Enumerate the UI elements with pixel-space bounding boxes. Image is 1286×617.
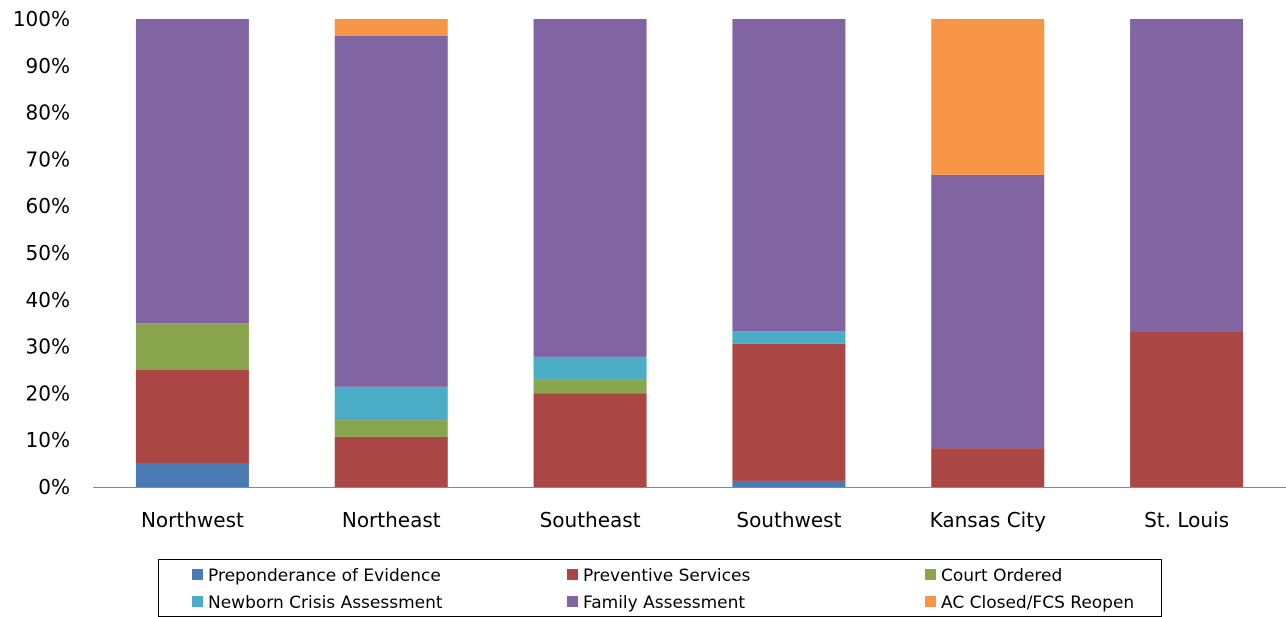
bar-segment [135,19,249,324]
y-tick-label: 30% [26,335,70,359]
x-category-label: Northeast [342,508,441,532]
legend-swatch [567,569,578,580]
bar-segment [732,19,846,332]
bar-segment [931,174,1045,449]
y-tick-label: 10% [26,428,70,452]
legend-swatch [925,596,936,607]
bar-segment [533,356,647,380]
bar-segment [135,463,249,487]
bar-segment [732,331,846,344]
bar-segment [334,19,448,36]
x-category-label: Kansas City [930,508,1047,532]
bar-segment [135,323,249,370]
bar-segment [334,35,448,387]
bar-segment [732,480,846,487]
bar-segment [334,420,448,437]
bar-segment [732,343,846,481]
x-category-label: Southwest [736,508,841,532]
legend-label: AC Closed/FCS Reopen [941,593,1134,613]
bar-segment [533,393,647,487]
legend-swatch [925,569,936,580]
y-tick-label: 100% [13,7,70,31]
bar-segment [1130,331,1244,487]
x-category-label: St. Louis [1144,508,1229,532]
bar-segment [135,370,249,464]
y-tick-label: 50% [26,241,70,265]
bar-segment [334,436,448,487]
bars [135,19,1244,487]
y-tick-label: 90% [26,54,70,78]
y-tick-label: 0% [38,475,70,499]
legend-label: Family Assessment [583,593,745,613]
y-tick-label: 20% [26,381,70,405]
bar-segment [334,386,448,421]
legend-label: Newborn Crisis Assessment [208,593,443,613]
bar-segment [931,448,1045,487]
legend: Preponderance of Evidence Preventive Serv… [158,559,1162,617]
legend-label: Court Ordered [941,566,1062,586]
bar-segment [1130,19,1244,332]
y-tick-label: 40% [26,288,70,312]
legend-label: Preventive Services [583,566,750,586]
y-tick-label: 60% [26,194,70,218]
category-labels: Northwest Northeast Southeast Southwest Kans… [141,508,1229,532]
bar-segment [533,379,647,394]
y-tick-label: 80% [26,101,70,125]
legend-swatch [567,596,578,607]
x-category-label: Northwest [141,508,244,532]
legend-swatch [192,596,203,607]
legend-label: Preponderance of Evidence [208,566,441,586]
x-category-label: Southeast [540,508,641,532]
y-axis: 0% 10% 20% 30% 40% 50% 60% 70% 80% 90% 100% [13,7,70,499]
bar-segment [533,19,647,357]
bar-segment [931,19,1045,175]
y-tick-label: 70% [26,147,70,171]
legend-swatch [192,569,203,580]
